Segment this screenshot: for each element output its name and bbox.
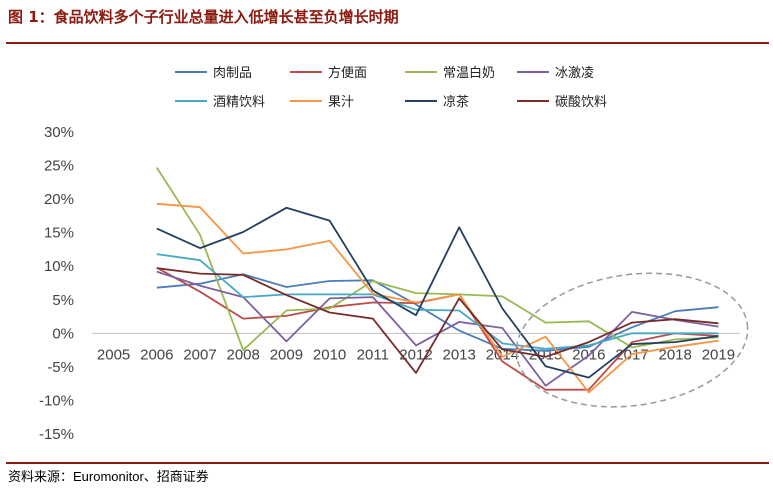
legend-label: 常温白奶 [443,65,495,81]
highlight-ellipse [515,272,749,408]
figure-title: 图 1：食品饮料多个子行业总量进入低增长甚至负增长时期 [8,8,399,26]
legend-label: 果汁 [328,95,354,110]
y-tick-label: 10% [44,258,74,275]
series-line-7 [156,206,719,379]
source-note: 资料来源：Euromonitor、招商证券 [8,469,209,484]
legend-label: 肉制品 [213,66,252,81]
x-tick-label: 2006 [140,346,173,363]
series-line-3 [156,167,719,352]
y-tick-label: 30% [44,124,74,141]
x-tick-label: 2019 [702,346,735,363]
y-tick-label: -10% [39,392,74,409]
x-tick-label: 2007 [183,346,216,363]
legend-label: 冰激凌 [555,66,594,81]
series-layer [156,167,719,394]
x-tick-label: 2011 [357,346,389,363]
x-tick-label: 2013 [443,346,476,363]
title-divider [6,42,769,44]
series-line-5 [156,253,719,350]
y-tick-label: 0% [52,325,74,342]
x-tick-label: 2008 [227,346,260,363]
legend-label: 碳酸饮料 [555,95,607,110]
legend-label: 方便面 [328,65,367,81]
x-tick-label: 2009 [270,346,303,363]
series-line-6 [156,202,719,394]
series-line-1 [156,273,719,352]
y-tick-label: -15% [39,426,74,443]
legend-label: 酒精饮料 [213,95,265,110]
x-axis: 2005 2006 2007 2008 2009 2010 2011 2012 2013 2014… [97,346,735,363]
x-tick-label: 2005 [97,346,130,363]
x-tick-label: 2018 [659,346,692,363]
series-line-8 [156,267,719,374]
x-tick-label: 2010 [313,346,346,363]
legend-label: 凉茶 [443,94,469,110]
x-tick-label: 2012 [399,346,432,363]
y-tick-label: -5% [47,359,74,376]
series-line-4 [156,270,719,387]
series-line-2 [156,266,719,391]
y-axis: 30% 25% 20% 15% 10% 5% 0% -5% -10% -15% [39,124,74,443]
y-tick-label: 20% [44,191,74,208]
y-tick-label: 15% [44,225,74,242]
y-tick-label: 5% [52,292,74,309]
footer-divider [6,462,769,464]
y-tick-label: 25% [44,158,74,175]
